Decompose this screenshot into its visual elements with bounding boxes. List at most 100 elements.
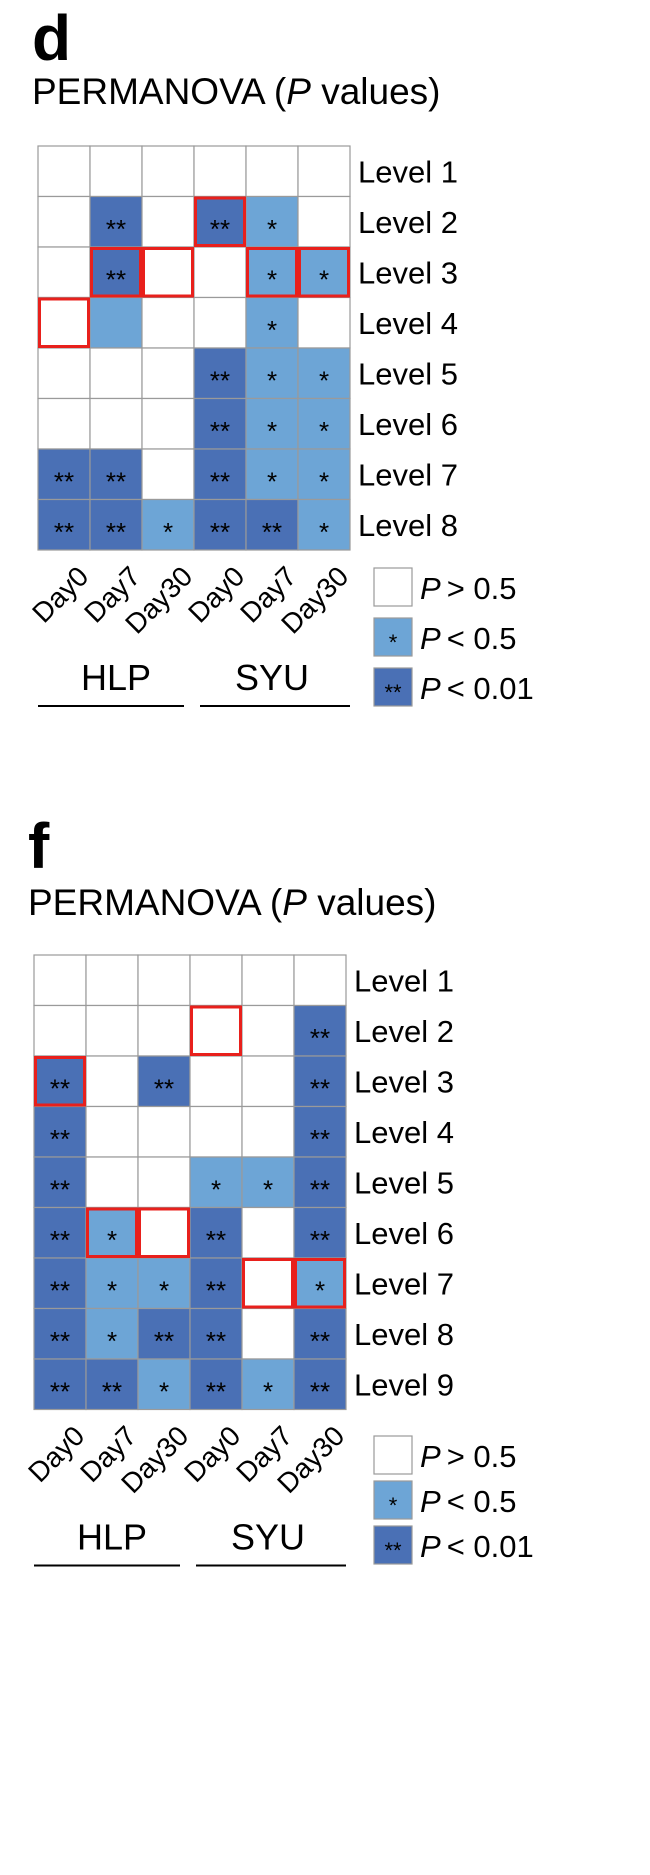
cell: [89, 498, 143, 551]
highlight-outline: [34, 1056, 86, 1107]
row-label: Level 4: [358, 306, 458, 341]
column-label: Day0: [182, 560, 250, 628]
cell-mark: **: [310, 1376, 330, 1406]
cell-mark: **: [102, 1376, 122, 1406]
cell: [137, 1307, 191, 1360]
row-label: Level 3: [354, 1064, 454, 1099]
cell-mark: *: [319, 416, 329, 446]
cell: [241, 1105, 295, 1158]
cell: [137, 1257, 191, 1310]
cell: [241, 1004, 295, 1057]
cell: [85, 1358, 139, 1411]
legend-text: < 0.5: [447, 621, 517, 656]
highlight-outline: [298, 247, 350, 298]
cell-mark: **: [310, 1326, 330, 1356]
cell: [89, 347, 143, 400]
cell: [245, 448, 299, 501]
cell: [137, 1358, 191, 1411]
highlight-outline: [294, 1258, 346, 1309]
cell: [297, 145, 351, 198]
cell: [241, 954, 295, 1007]
cell-mark: **: [310, 1124, 330, 1154]
cell: [141, 347, 195, 400]
cell-mark: **: [50, 1275, 70, 1305]
cell: [297, 195, 351, 248]
legend-swatch: [373, 1435, 413, 1475]
cell-mark: **: [154, 1326, 174, 1356]
cell-mark: *: [263, 1174, 273, 1204]
cell: [137, 1156, 191, 1209]
cell-mark: **: [106, 517, 126, 547]
row-label: Level 2: [354, 1014, 454, 1049]
legend-label: P < 0.5: [420, 1484, 517, 1519]
cell-mark: **: [310, 1023, 330, 1053]
cell: [89, 397, 143, 450]
highlight-outline: [138, 1207, 190, 1258]
cell-mark: *: [267, 315, 277, 345]
row-label: Level 6: [358, 407, 458, 442]
cell: [33, 1156, 87, 1209]
highlight-outline: [86, 1207, 138, 1258]
cell-mark: **: [50, 1174, 70, 1204]
legend-italic: P: [420, 621, 441, 656]
cell: [293, 1307, 347, 1360]
cell: [293, 1004, 347, 1057]
legend-marker: **: [384, 1538, 402, 1563]
cell: [85, 1257, 139, 1310]
legend-label: P < 0.5: [420, 621, 517, 656]
cell: [37, 296, 91, 349]
cell: [189, 1358, 243, 1411]
cell: [37, 145, 91, 198]
row-label: Level 8: [354, 1317, 454, 1352]
cell: [193, 195, 247, 248]
panel-label: f: [28, 810, 50, 882]
legend-swatch: [373, 1480, 413, 1520]
cell: [293, 1105, 347, 1158]
highlight-outline: [246, 247, 298, 298]
cell: [189, 1055, 243, 1108]
row-label: Level 1: [354, 963, 454, 998]
row-label: Level 4: [354, 1115, 454, 1150]
cell: [85, 1105, 139, 1158]
cell: [293, 1055, 347, 1108]
cell: [137, 954, 191, 1007]
row-label: Level 7: [354, 1266, 454, 1301]
cell: [137, 1055, 191, 1108]
cell: [89, 145, 143, 198]
cell-mark: **: [206, 1225, 226, 1255]
cell-mark: **: [210, 365, 230, 395]
cell-mark: *: [107, 1326, 117, 1356]
legend-italic: P: [420, 1484, 441, 1519]
cell-mark: *: [319, 517, 329, 547]
cell: [241, 1307, 295, 1360]
cell-mark: **: [262, 517, 282, 547]
legend-italic: P: [420, 571, 441, 606]
cell-mark: **: [210, 466, 230, 496]
cell-mark: *: [267, 365, 277, 395]
title-text: PERMANOVA (: [28, 882, 283, 923]
legend-label: P < 0.01: [420, 671, 534, 706]
row-label: Level 5: [358, 356, 458, 391]
cell-mark: *: [319, 264, 329, 294]
title-text: PERMANOVA (: [32, 71, 287, 112]
row-label: Level 8: [358, 508, 458, 543]
cell-mark: **: [50, 1326, 70, 1356]
cell: [37, 246, 91, 299]
cell-mark: **: [106, 214, 126, 244]
cell-mark: *: [319, 365, 329, 395]
cell: [37, 195, 91, 248]
cell: [293, 1358, 347, 1411]
legend-label: P > 0.5: [420, 571, 517, 606]
cell: [85, 954, 139, 1007]
title-text: values): [307, 882, 437, 923]
row-label: Level 5: [354, 1165, 454, 1200]
column-label: Day0: [26, 560, 94, 628]
cell: [193, 296, 247, 349]
cell-mark: *: [315, 1275, 325, 1305]
cell: [89, 296, 143, 349]
column-label: Day0: [178, 1420, 246, 1488]
cell-mark: **: [54, 466, 74, 496]
panel-label: d: [32, 2, 71, 74]
cell: [193, 498, 247, 551]
